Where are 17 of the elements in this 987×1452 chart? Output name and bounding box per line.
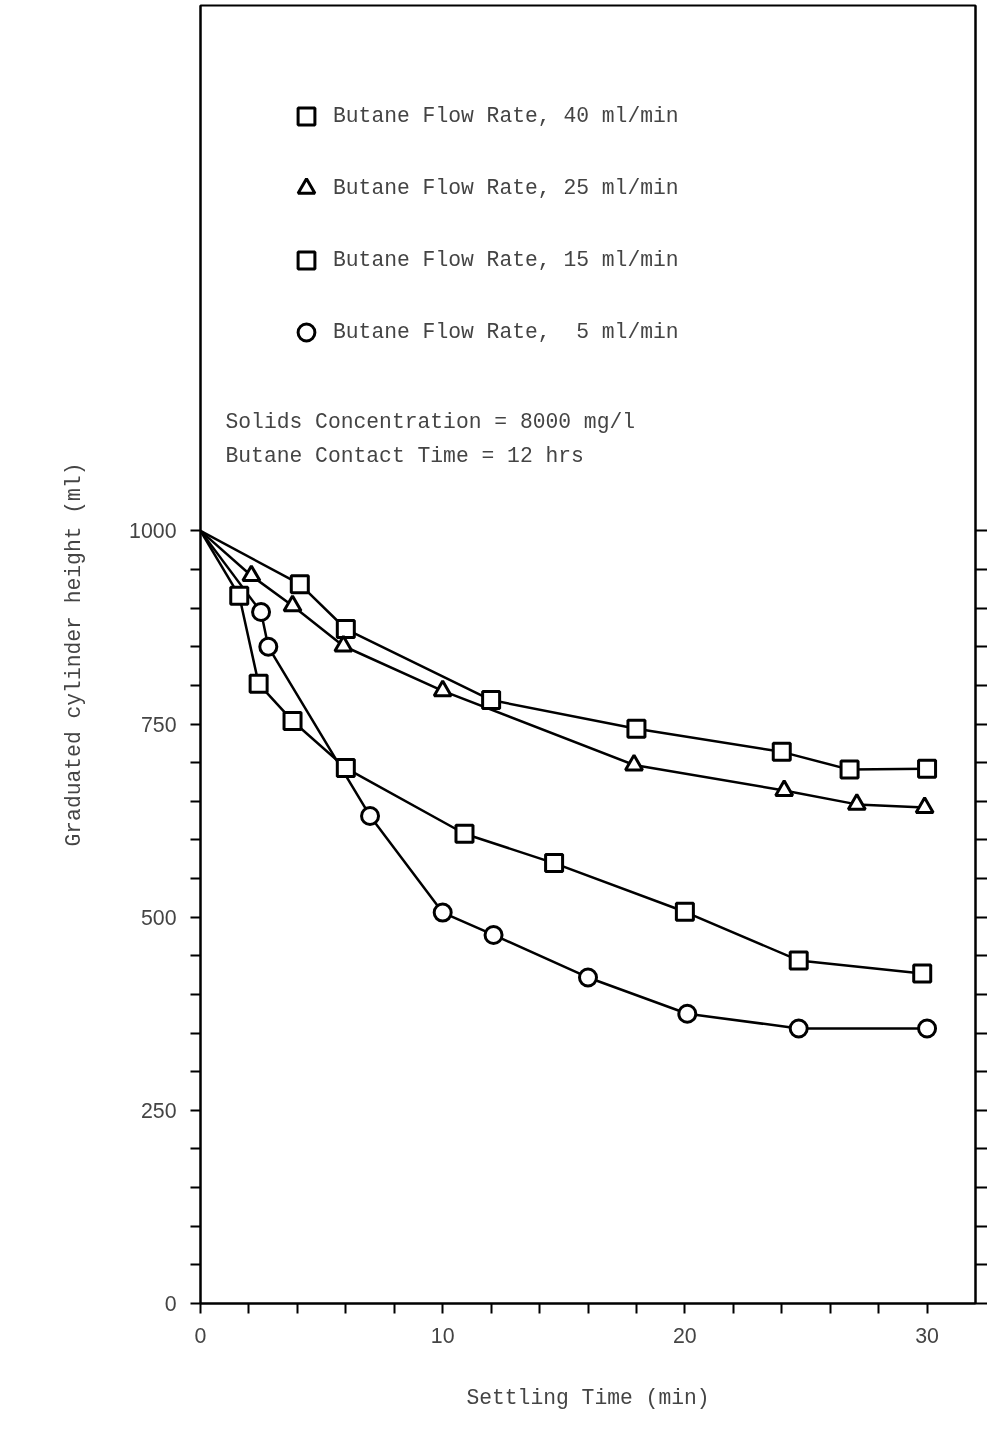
y-tick-label: 0 <box>164 1292 177 1316</box>
y-tick-label: 750 <box>140 712 177 737</box>
legend-label: Butane Flow Rate, 15 ml/min <box>333 248 679 272</box>
legend-label: Butane Flow Rate, 40 ml/min <box>333 104 679 128</box>
y-tick-label: 1000 <box>129 519 177 544</box>
legend-label: Butane Flow Rate, 5 ml/min <box>333 320 679 344</box>
y-axis-title: Graduated cylinder height (ml) <box>62 462 87 847</box>
x-tick-label: 30 <box>915 1323 940 1348</box>
legend-label: Butane Flow Rate, 25 ml/min <box>333 176 679 200</box>
x-tick-label: 0 <box>194 1323 207 1348</box>
x-tick-label: 10 <box>430 1323 455 1348</box>
x-tick-label: 20 <box>673 1323 697 1348</box>
y-tick-label: 500 <box>140 905 177 930</box>
x-axis-title: Settling Time (min) <box>466 1385 710 1410</box>
annotation: Solids Concentration = 8000 mg/l <box>225 409 636 434</box>
y-tick-label: 250 <box>140 1098 177 1123</box>
annotation: Butane Contact Time = 12 hrs <box>225 443 584 468</box>
